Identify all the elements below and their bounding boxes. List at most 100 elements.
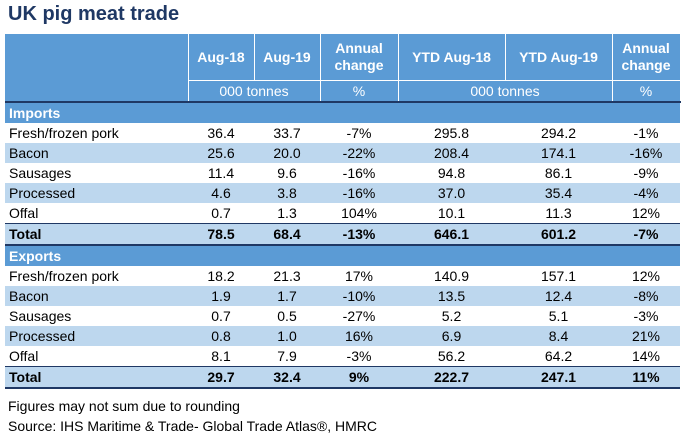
imports-section-label: Imports — [5, 101, 680, 123]
row-value: 86.1 — [505, 163, 612, 183]
table-row: Processed 0.8 1.0 16% 6.9 8.4 21% — [5, 326, 680, 346]
row-value: 13.5 — [398, 286, 505, 306]
row-value: 11.4 — [188, 163, 254, 183]
row-value: 64.2 — [505, 346, 612, 367]
row-value: 174.1 — [505, 143, 612, 163]
pig-meat-trade-table: Aug-18 Aug-19 Annual change YTD Aug-18 Y… — [5, 34, 681, 389]
row-value: 20.0 — [254, 143, 320, 163]
row-value: -3% — [320, 346, 398, 367]
total-value: 11% — [612, 366, 680, 389]
row-value: 140.9 — [398, 266, 505, 286]
row-value: 5.1 — [505, 306, 612, 326]
row-value: 4.6 — [188, 183, 254, 203]
row-value: 0.7 — [188, 203, 254, 224]
row-value: 94.8 — [398, 163, 505, 183]
imports-section-header: Imports — [5, 101, 680, 123]
row-value: 8.1 — [188, 346, 254, 367]
row-value: 56.2 — [398, 346, 505, 367]
row-value: 9.6 — [254, 163, 320, 183]
row-value: -8% — [612, 286, 680, 306]
header-row: Aug-18 Aug-19 Annual change YTD Aug-18 Y… — [5, 34, 681, 102]
row-value: 1.7 — [254, 286, 320, 306]
row-value: 208.4 — [398, 143, 505, 163]
row-label: Offal — [5, 346, 188, 367]
units-ytd-percent: % — [612, 80, 681, 102]
table-row: Fresh/frozen pork 36.4 33.7 -7% 295.8 294.2 -1… — [5, 123, 680, 143]
row-value: 33.7 — [254, 123, 320, 143]
table-title: UK pig meat trade — [8, 3, 180, 25]
total-value: 32.4 — [254, 366, 320, 389]
row-value: 21% — [612, 326, 680, 346]
row-value: 6.9 — [398, 326, 505, 346]
exports-section-label: Exports — [5, 244, 680, 266]
table-row: Offal 8.1 7.9 -3% 56.2 64.2 14% — [5, 346, 680, 367]
total-value: -7% — [612, 223, 680, 246]
row-value: 1.3 — [254, 203, 320, 224]
units-monthly-tonnes: 000 tonnes — [188, 80, 321, 102]
footnotes: Figures may not sum due to rounding Sour… — [8, 396, 377, 436]
row-value: 14% — [612, 346, 680, 367]
row-value: -9% — [612, 163, 680, 183]
row-value: 37.0 — [398, 183, 505, 203]
total-label: Total — [5, 223, 188, 246]
row-value: 8.4 — [505, 326, 612, 346]
row-value: 104% — [320, 203, 398, 224]
row-value: -10% — [320, 286, 398, 306]
row-value: -27% — [320, 306, 398, 326]
row-label: Bacon — [5, 143, 188, 163]
row-value: -1% — [612, 123, 680, 143]
row-value: 295.8 — [398, 123, 505, 143]
table-row: Bacon 1.9 1.7 -10% 13.5 12.4 -8% — [5, 286, 680, 306]
row-value: 18.2 — [188, 266, 254, 286]
row-label: Sausages — [5, 163, 188, 183]
row-value: 35.4 — [505, 183, 612, 203]
row-value: -16% — [612, 143, 680, 163]
total-value: 646.1 — [398, 223, 505, 246]
total-label: Total — [5, 366, 188, 389]
row-value: 0.5 — [254, 306, 320, 326]
total-value: 247.1 — [505, 366, 612, 389]
exports-total-row: Total 29.7 32.4 9% 222.7 247.1 11% — [5, 366, 680, 389]
total-value: 29.7 — [188, 366, 254, 389]
row-value: 12% — [612, 203, 680, 224]
total-value: 68.4 — [254, 223, 320, 246]
header-ytd-annual-change: Annual change — [612, 34, 681, 81]
units-monthly-percent: % — [320, 80, 399, 102]
total-value: 601.2 — [505, 223, 612, 246]
units-row: 000 tonnes % 000 tonnes % — [5, 80, 681, 102]
table-row: Fresh/frozen pork 18.2 21.3 17% 140.9 157.1 12… — [5, 266, 680, 286]
row-value: 7.9 — [254, 346, 320, 367]
row-value: 1.0 — [254, 326, 320, 346]
header-aug-18: Aug-18 — [188, 34, 255, 81]
header-annual-change: Annual change — [320, 34, 399, 81]
row-value: 16% — [320, 326, 398, 346]
source-note: Source: IHS Maritime & Trade- Global Tra… — [8, 418, 377, 434]
row-label: Sausages — [5, 306, 188, 326]
row-value: 0.8 — [188, 326, 254, 346]
row-label: Bacon — [5, 286, 188, 306]
total-value: 9% — [320, 366, 398, 389]
row-value: -16% — [320, 183, 398, 203]
row-value: -16% — [320, 163, 398, 183]
row-value: 3.8 — [254, 183, 320, 203]
row-value: 17% — [320, 266, 398, 286]
header-ytd-aug-19: YTD Aug-19 — [505, 34, 613, 81]
row-value: 12.4 — [505, 286, 612, 306]
row-value: -4% — [612, 183, 680, 203]
row-value: 36.4 — [188, 123, 254, 143]
row-value: 1.9 — [188, 286, 254, 306]
row-label: Offal — [5, 203, 188, 224]
units-ytd-tonnes: 000 tonnes — [398, 80, 613, 102]
row-value: -7% — [320, 123, 398, 143]
row-value: 294.2 — [505, 123, 612, 143]
row-label: Fresh/frozen pork — [5, 266, 188, 286]
row-value: -22% — [320, 143, 398, 163]
table-row: Processed 4.6 3.8 -16% 37.0 35.4 -4% — [5, 183, 680, 203]
row-value: -3% — [612, 306, 680, 326]
row-value: 10.1 — [398, 203, 505, 224]
row-value: 11.3 — [505, 203, 612, 224]
row-label: Processed — [5, 326, 188, 346]
total-value: -13% — [320, 223, 398, 246]
table-row: Offal 0.7 1.3 104% 10.1 11.3 12% — [5, 203, 680, 224]
row-value: 21.3 — [254, 266, 320, 286]
